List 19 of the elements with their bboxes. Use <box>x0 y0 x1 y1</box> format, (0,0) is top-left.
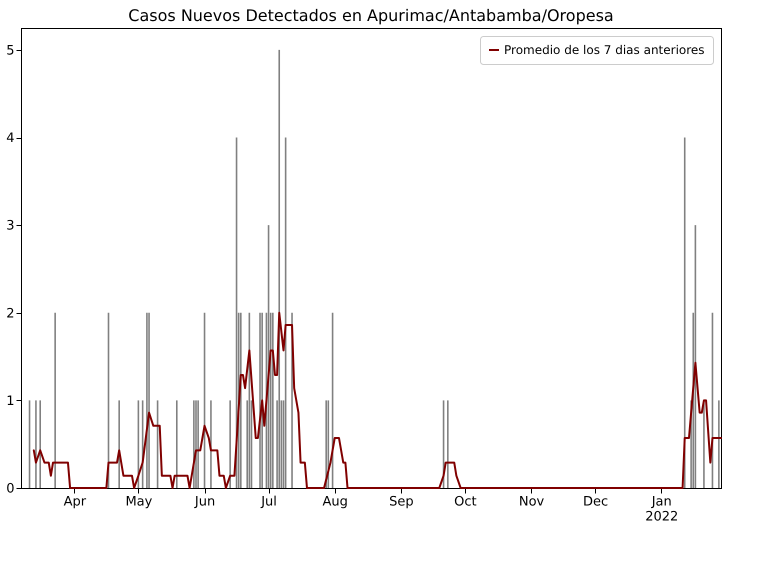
x-tick-label: Nov <box>518 494 545 510</box>
line-series <box>32 312 722 489</box>
x-tick-label: Dec <box>583 494 608 510</box>
y-tick-label: 0 <box>6 482 14 496</box>
x-tick-label: Oct <box>454 494 477 510</box>
x-tick-label: Apr <box>64 494 87 510</box>
chart-title: Casos Nuevos Detectados en Apurimac/Antabamba/Oropesa <box>128 6 614 25</box>
y-tick-label: 4 <box>6 131 14 146</box>
y-tick-label: 5 <box>6 43 14 58</box>
y-tick-label: 2 <box>6 306 14 322</box>
x-tick-label: Jan 2022 <box>645 494 678 524</box>
x-tick-label: Aug <box>322 494 348 510</box>
x-tick-label: May <box>125 494 153 510</box>
y-tick-label: 3 <box>6 218 14 234</box>
x-tick-label: Sep <box>389 494 414 510</box>
x-tick-label: Jul <box>260 494 277 510</box>
legend-label: Promedio de los 7 dias anteriores <box>504 43 705 57</box>
y-tick-label: 1 <box>6 394 14 409</box>
x-tick-label: Jun <box>194 494 216 510</box>
